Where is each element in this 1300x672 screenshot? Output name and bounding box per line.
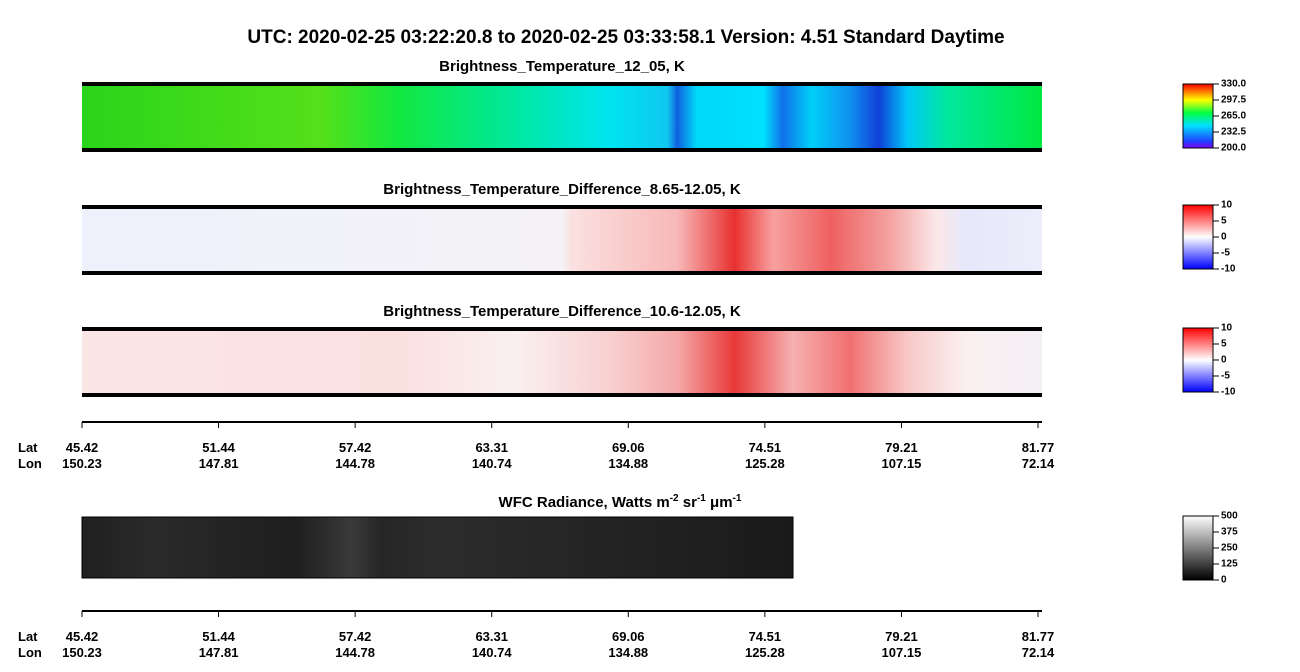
lon-value: 107.15 <box>882 456 922 471</box>
superscript: -1 <box>733 493 742 504</box>
lon-value: 107.15 <box>882 645 922 660</box>
strip-border <box>82 393 1042 397</box>
colorbar-tick-label: 125 <box>1221 559 1238 570</box>
lon-value: 144.78 <box>335 645 375 660</box>
colorbar-tick-label: 297.5 <box>1221 95 1246 106</box>
colorbar <box>1182 83 1214 149</box>
figure-title: UTC: 2020-02-25 03:22:20.8 to 2020-02-25… <box>247 27 1004 48</box>
colorbar-tick-label: 375 <box>1221 527 1238 538</box>
colorbar-tick-label: 0 <box>1221 575 1227 586</box>
image-strip <box>82 331 1042 393</box>
image-strip <box>82 86 1042 148</box>
panel-title: Brightness_Temperature_Difference_10.6-1… <box>383 303 741 320</box>
lat-value: 51.44 <box>202 629 235 644</box>
image-strip <box>81 516 794 579</box>
lat-value: 63.31 <box>475 440 508 455</box>
colorbar-tick-label: 5 <box>1221 216 1227 227</box>
panel-title: Brightness_Temperature_Difference_8.65-1… <box>383 181 741 198</box>
image-strip <box>82 209 1042 271</box>
lon-label: Lon <box>18 645 42 660</box>
lat-value: 45.42 <box>66 629 99 644</box>
colorbar-tick-label: 5 <box>1221 339 1227 350</box>
lat-value: 74.51 <box>749 440 782 455</box>
lon-value: 72.14 <box>1022 456 1055 471</box>
lat-value: 79.21 <box>885 440 918 455</box>
lon-value: 150.23 <box>62 645 102 660</box>
title-part: WFC Radiance, Watts m <box>499 494 670 511</box>
panel-title: Brightness_Temperature_12_05, K <box>439 58 685 75</box>
lon-value: 125.28 <box>745 645 785 660</box>
colorbar-tick-label: 200.0 <box>1221 143 1246 154</box>
colorbar-tick-label: 10 <box>1221 200 1233 211</box>
lat-value: 69.06 <box>612 629 645 644</box>
colorbar-tick-label: 10 <box>1221 323 1233 334</box>
colorbar-tick-label: -5 <box>1221 248 1230 259</box>
lon-value: 140.74 <box>472 456 513 471</box>
strip-border <box>82 327 1042 331</box>
lat-value: 74.51 <box>749 629 782 644</box>
lat-value: 81.77 <box>1022 629 1055 644</box>
lon-value: 147.81 <box>199 645 239 660</box>
lat-value: 79.21 <box>885 629 918 644</box>
colorbar-tick-label: -10 <box>1221 264 1236 275</box>
lat-value: 51.44 <box>202 440 235 455</box>
colorbar-tick-label: 250 <box>1221 543 1238 554</box>
lat-value: 69.06 <box>612 440 645 455</box>
lon-value: 150.23 <box>62 456 102 471</box>
lon-value: 140.74 <box>472 645 513 660</box>
colorbar <box>1182 515 1214 581</box>
lat-label: Lat <box>18 629 38 644</box>
colorbar-tick-label: 500 <box>1221 511 1238 522</box>
lon-value: 134.88 <box>608 645 648 660</box>
colorbar <box>1182 204 1214 270</box>
colorbar-tick-label: 265.0 <box>1221 111 1246 122</box>
strip-border <box>82 148 1042 152</box>
title-part: sr <box>679 494 698 511</box>
lat-value: 57.42 <box>339 440 372 455</box>
colorbar-tick-label: 0 <box>1221 232 1227 243</box>
lon-value: 125.28 <box>745 456 785 471</box>
lat-value: 57.42 <box>339 629 372 644</box>
lat-value: 63.31 <box>475 629 508 644</box>
lon-value: 144.78 <box>335 456 375 471</box>
panel-title: WFC Radiance, Watts m-2 sr-1 μm-1 <box>499 493 742 511</box>
colorbar <box>1182 327 1214 393</box>
lat-label: Lat <box>18 440 38 455</box>
strip-border <box>82 82 1042 86</box>
lon-label: Lon <box>18 456 42 471</box>
lat-value: 81.77 <box>1022 440 1055 455</box>
title-part: μm <box>706 494 733 511</box>
lat-value: 45.42 <box>66 440 99 455</box>
superscript: -2 <box>670 493 679 504</box>
strip-border <box>82 205 1042 209</box>
colorbar-tick-label: 0 <box>1221 355 1227 366</box>
lon-value: 72.14 <box>1022 645 1055 660</box>
strip-border <box>82 271 1042 275</box>
superscript: -1 <box>697 493 706 504</box>
colorbar-tick-label: 232.5 <box>1221 127 1246 138</box>
colorbar-tick-label: 330.0 <box>1221 79 1246 90</box>
lon-value: 147.81 <box>199 456 239 471</box>
lon-value: 134.88 <box>608 456 648 471</box>
colorbar-tick-label: -5 <box>1221 371 1230 382</box>
colorbar-tick-label: -10 <box>1221 387 1236 398</box>
